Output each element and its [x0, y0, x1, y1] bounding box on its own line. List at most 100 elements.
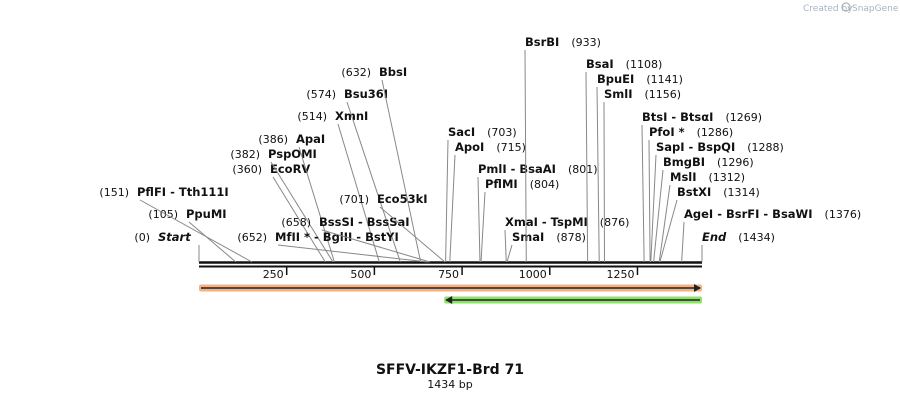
backbone	[199, 261, 702, 268]
site-bsssi[interactable]: BssSI - BssSaI (658)	[281, 215, 430, 263]
site-position: (574)	[306, 88, 336, 101]
site-position: (652)	[237, 231, 267, 244]
site-end[interactable]: End (1434)	[701, 230, 775, 262]
ruler-tick-label: 500	[350, 268, 371, 281]
site-btsi[interactable]: BtsI - BtsαI (1269)	[641, 110, 762, 263]
site-label: SmaI	[512, 230, 544, 244]
site-ecorv[interactable]: EcoRV (360)	[232, 162, 326, 263]
site-pflmi[interactable]: PflMI (804)	[480, 177, 559, 263]
site-position: (703)	[487, 126, 517, 139]
site-connector	[641, 124, 645, 263]
site-smai[interactable]: SmaI (878)	[506, 230, 586, 263]
site-bpuei[interactable]: BpuEI (1141)	[596, 72, 683, 263]
site-connector	[337, 123, 380, 263]
site-connector	[346, 101, 401, 263]
site-label: BpuEI	[597, 72, 634, 86]
sequence-title: SFFV-IKZF1-Brd 71	[376, 362, 524, 378]
site-position: (801)	[568, 163, 598, 176]
watermark: Created by SnapGene	[803, 2, 899, 14]
site-position: (1108)	[626, 58, 663, 71]
site-pmli[interactable]: PmlI - BsaAI (801)	[477, 162, 598, 263]
site-connector	[659, 199, 678, 263]
site-eco53ki[interactable]: Eco53kI (701)	[339, 192, 446, 263]
site-bsai[interactable]: BsaI (1108)	[585, 57, 663, 263]
site-label: End	[702, 230, 727, 244]
site-label: PpuMI	[186, 207, 227, 221]
snapgene-logo-icon	[841, 2, 851, 12]
site-position: (0)	[134, 231, 150, 244]
site-mfii[interactable]: MfII * - BglII - BstYI (652)	[237, 230, 428, 263]
site-label: ApaI	[296, 132, 325, 146]
site-position: (1434)	[738, 231, 775, 244]
site-apoi[interactable]: ApoI (715)	[449, 140, 526, 263]
site-label: BtsI - BtsαI	[642, 110, 713, 124]
sequence-length: 1434 bp	[427, 378, 472, 391]
site-pflfi[interactable]: PflFI - Tth111I (151)	[99, 185, 253, 263]
ruler-tick-label: 250	[263, 268, 284, 281]
site-connector	[272, 176, 326, 263]
site-connector	[379, 206, 446, 263]
ruler: 250 500 750 1000 1250	[263, 266, 639, 281]
features	[199, 284, 702, 304]
site-ppumi[interactable]: PpuMI (105)	[148, 207, 237, 263]
ruler-tick-label: 1250	[606, 268, 634, 281]
site-agei[interactable]: AgeI - BsrFI - BsaWI (1376)	[681, 207, 862, 263]
green-feature[interactable]	[444, 296, 702, 304]
site-apai[interactable]: ApaI (386)	[258, 132, 335, 263]
site-position: (151)	[99, 186, 129, 199]
site-connector	[650, 154, 657, 263]
site-bbsi[interactable]: BbsI (632)	[341, 65, 422, 263]
site-position: (1286)	[697, 126, 734, 139]
watermark-brand: SnapGene	[852, 4, 899, 14]
site-sapi[interactable]: SapI - BspQI (1288)	[650, 140, 784, 263]
site-connector	[477, 176, 481, 263]
site-position: (1288)	[747, 141, 784, 154]
site-pspomi[interactable]: PspOMI (382)	[230, 147, 334, 263]
site-connector	[524, 49, 527, 263]
site-position: (105)	[148, 208, 178, 221]
site-smli[interactable]: SmlI (1156)	[603, 87, 682, 263]
restriction-sites: Start (0) End (1434) PpuMI (105)PflFI - Tth11…	[99, 35, 862, 263]
orange-feature[interactable]	[199, 284, 702, 292]
site-connector	[596, 86, 600, 263]
site-label: Bsu36I	[344, 87, 388, 101]
site-label: PspOMI	[268, 147, 317, 161]
site-label: XmaI - TspMI	[505, 215, 588, 229]
site-position: (360)	[232, 163, 262, 176]
site-label: BstXI	[677, 185, 711, 199]
site-bsrbi[interactable]: BsrBI (933)	[524, 35, 601, 263]
site-label: BbsI	[379, 65, 407, 79]
site-position: (933)	[571, 36, 601, 49]
site-position: (386)	[258, 133, 288, 146]
site-connector	[504, 229, 507, 263]
site-bmgbi[interactable]: BmgBI (1296)	[653, 155, 754, 263]
site-label: ApoI	[455, 140, 484, 154]
site-label: MfII * - BglII - BstYI	[275, 230, 399, 244]
site-label: BsrBI	[525, 35, 559, 49]
site-connector	[298, 146, 335, 263]
site-label: MslI	[670, 170, 697, 184]
site-connector	[480, 191, 486, 263]
site-bstxi[interactable]: BstXI (1314)	[659, 185, 760, 263]
site-connector	[681, 221, 685, 263]
site-pfoi[interactable]: PfoI * (1286)	[648, 125, 734, 263]
site-position: (1296)	[717, 156, 754, 169]
site-label: PmlI - BsaAI	[478, 162, 556, 176]
site-position: (658)	[281, 216, 311, 229]
site-connector	[658, 184, 671, 263]
site-connector	[648, 139, 651, 263]
site-connector	[381, 79, 422, 263]
site-saci[interactable]: SacI (703)	[445, 125, 517, 263]
site-position: (1376)	[825, 208, 862, 221]
site-msli[interactable]: MslI (1312)	[658, 170, 745, 263]
site-start[interactable]: Start (0)	[134, 230, 200, 262]
site-connector	[270, 161, 334, 263]
site-label: Start	[158, 230, 191, 244]
site-bsu36i[interactable]: Bsu36I (574)	[306, 87, 401, 263]
site-position: (1156)	[645, 88, 682, 101]
site-label: BmgBI	[663, 155, 705, 169]
site-connector	[445, 139, 449, 263]
site-connector	[139, 199, 253, 263]
feature-arrowhead-icon	[694, 284, 701, 292]
